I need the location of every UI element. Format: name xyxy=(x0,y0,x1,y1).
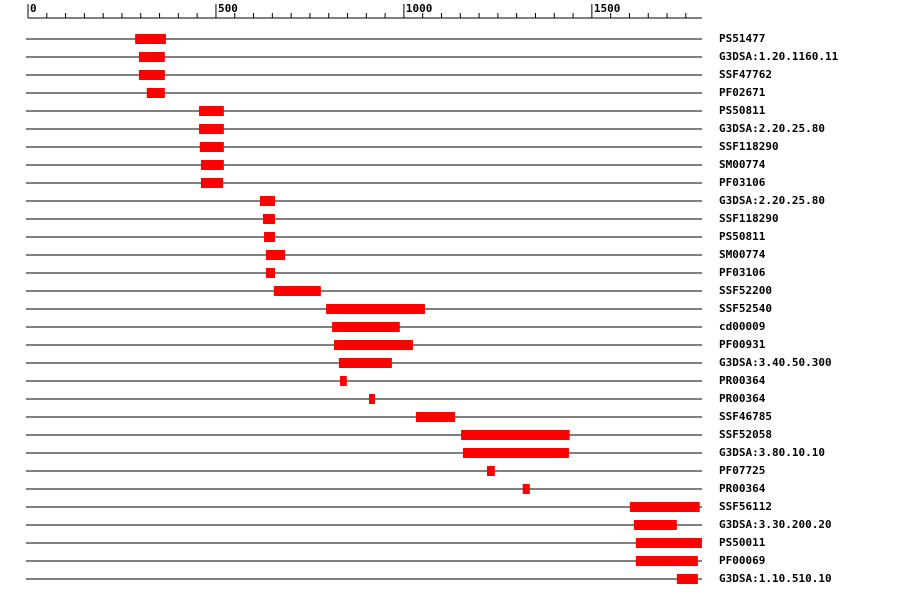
domain-bar xyxy=(462,448,569,458)
domain-bar xyxy=(199,106,224,116)
domain-bar xyxy=(200,160,224,170)
x-tick-label: 500 xyxy=(218,2,238,15)
domain-bar xyxy=(265,268,275,278)
domain-bar xyxy=(138,70,165,80)
domain-bar xyxy=(461,430,570,440)
row-label: PR00364 xyxy=(719,392,766,405)
row-label: G3DSA:3.30.200.20 xyxy=(719,518,832,531)
row-label: PR00364 xyxy=(719,374,766,387)
domain-bar xyxy=(635,556,698,566)
row-label: G3DSA:3.40.50.300 xyxy=(719,356,832,369)
row-label: PR00364 xyxy=(719,482,766,495)
row-label: SSF47762 xyxy=(719,68,772,81)
row-label: SM00774 xyxy=(719,248,766,261)
domain-bar xyxy=(135,34,166,44)
domain-bar xyxy=(326,304,425,314)
row-label: G3DSA:3.80.10.10 xyxy=(719,446,825,459)
domain-bar xyxy=(635,538,702,548)
domain-bar xyxy=(265,250,286,260)
domain-bar xyxy=(486,466,495,476)
domain-bar xyxy=(415,412,456,422)
row-label: SSF52540 xyxy=(719,302,772,315)
x-tick-label: 0 xyxy=(30,2,37,15)
row-label: PS50811 xyxy=(719,230,766,243)
domain-bar xyxy=(676,574,698,584)
row-label: SSF56112 xyxy=(719,500,772,513)
row-label: SM00774 xyxy=(719,158,766,171)
domain-bar xyxy=(200,178,224,188)
row-label: PS51477 xyxy=(719,32,765,45)
row-label: PF03106 xyxy=(719,176,766,189)
row-label: SSF46785 xyxy=(719,410,772,423)
domain-bar xyxy=(522,484,530,494)
domain-bar xyxy=(332,322,400,332)
row-label: G3DSA:1.10.510.10 xyxy=(719,572,832,585)
row-label: PS50011 xyxy=(719,536,766,549)
x-tick-label: 1000 xyxy=(406,2,433,15)
row-label: SSF118290 xyxy=(719,140,779,153)
x-tick-label: 1500 xyxy=(594,2,621,15)
domain-bar xyxy=(338,358,392,368)
domain-bar xyxy=(273,286,321,296)
domain-bar xyxy=(199,124,224,134)
row-label: G3DSA:1.20.1160.11 xyxy=(719,50,839,63)
domain-bar xyxy=(138,52,165,62)
row-label: PF00069 xyxy=(719,554,765,567)
domain-bar xyxy=(262,214,275,224)
domain-bar xyxy=(629,502,700,512)
domain-bar xyxy=(259,196,275,206)
row-label: PF02671 xyxy=(719,86,766,99)
row-label: PF00931 xyxy=(719,338,766,351)
row-label: cd00009 xyxy=(719,320,765,333)
row-label: G3DSA:2.20.25.80 xyxy=(719,194,825,207)
domain-bar xyxy=(340,376,347,386)
domain-bar xyxy=(146,88,165,98)
row-label: SSF52200 xyxy=(719,284,772,297)
domain-bar xyxy=(633,520,677,530)
row-label: PF07725 xyxy=(719,464,765,477)
row-label: SSF52058 xyxy=(719,428,772,441)
row-label: PS50811 xyxy=(719,104,766,117)
domain-bar xyxy=(333,340,413,350)
domain-bar xyxy=(199,142,224,152)
row-label: SSF118290 xyxy=(719,212,779,225)
domain-bar xyxy=(368,394,375,404)
row-label: PF03106 xyxy=(719,266,766,279)
row-label: G3DSA:2.20.25.80 xyxy=(719,122,825,135)
domain-bar xyxy=(264,232,275,242)
